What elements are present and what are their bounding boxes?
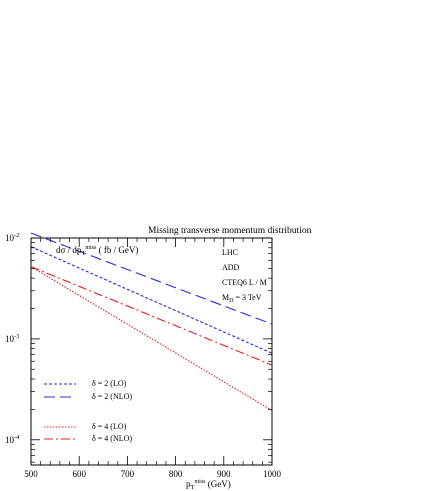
plot-frame xyxy=(30,237,273,466)
x-tick-label: 700 xyxy=(121,469,135,479)
x-tick-label: 1000 xyxy=(263,469,282,479)
y-tick-label: 10-3 xyxy=(5,333,19,344)
legend-label-delta4-lo: δ = 4 (LO) xyxy=(92,422,127,431)
series-delta2-lo xyxy=(30,246,273,354)
x-axis-label: pTmiss (GeV) xyxy=(186,479,231,491)
legend: δ = 2 (LO) δ = 2 (NLO) δ = 4 (LO) δ = 4 … xyxy=(44,379,132,443)
legend-label-delta2-lo: δ = 2 (LO) xyxy=(92,379,127,388)
series-delta4-nlo xyxy=(30,266,273,366)
x-tick-label: 500 xyxy=(24,469,38,479)
y-axis-label: dσ / dpTmiss ( fb / GeV) xyxy=(56,245,138,257)
x-tick-label: 900 xyxy=(217,469,231,479)
chart-title: Missing transverse momentum distribution xyxy=(148,226,312,236)
y-tick-label: 10-2 xyxy=(5,232,19,243)
series-delta4-lo xyxy=(30,266,273,411)
info-line-2: ADD xyxy=(222,263,240,272)
series-delta2-nlo xyxy=(30,232,273,325)
plot-area xyxy=(30,237,273,466)
info-line-3: CTEQ6 L / M xyxy=(222,278,267,287)
axis-ticks: 500 600 700 800 900 1000 10-2 10-3 10-4 xyxy=(5,232,282,479)
series-lines xyxy=(30,232,273,411)
info-line-4: MD = 3 TeV xyxy=(222,293,262,304)
info-box: LHC ADD CTEQ6 L / M MD = 3 TeV xyxy=(222,248,267,304)
legend-label-delta4-nlo: δ = 4 (NLO) xyxy=(92,434,132,443)
info-line-1: LHC xyxy=(222,248,238,257)
x-tick-label: 600 xyxy=(72,469,86,479)
legend-label-delta2-nlo: δ = 2 (NLO) xyxy=(92,392,132,401)
y-tick-label: 10-4 xyxy=(5,434,20,445)
x-tick-label: 800 xyxy=(169,469,183,479)
